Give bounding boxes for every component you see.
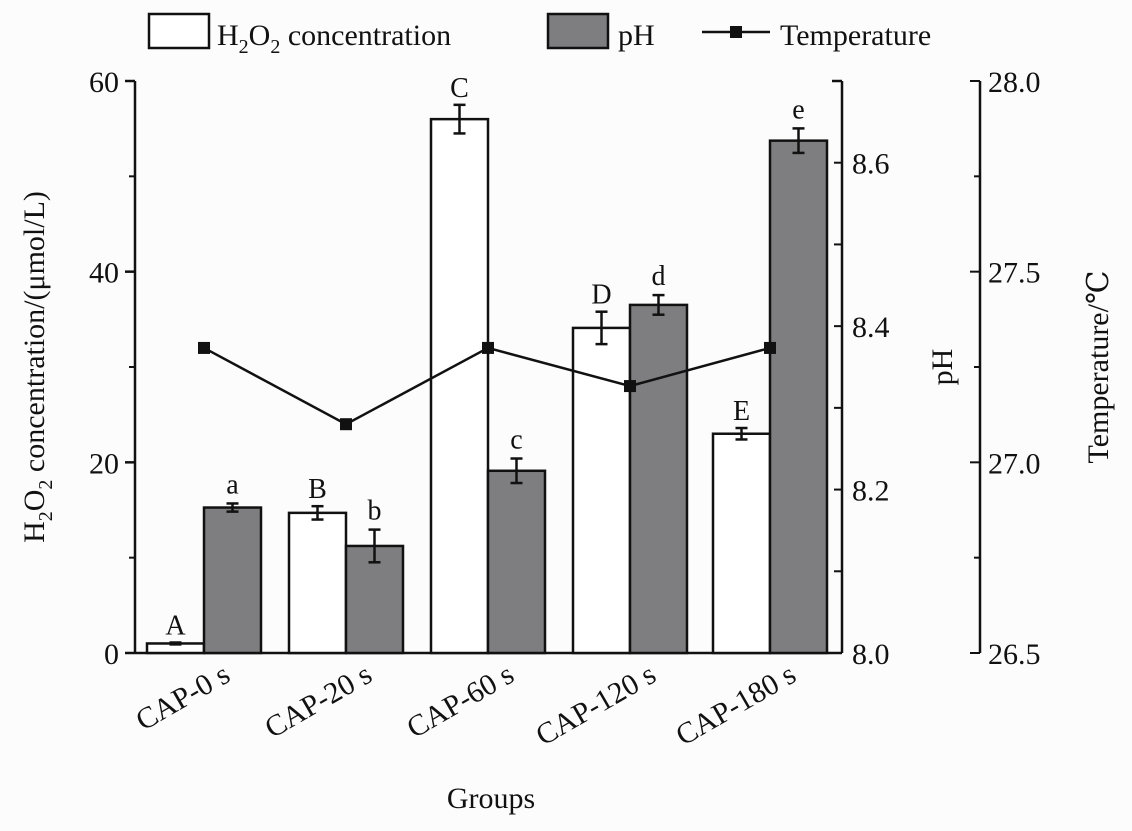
h2o2-bar [571, 326, 632, 655]
temperature-tick-label: 28.0 [988, 66, 1041, 99]
temperature-tick-label: 26.5 [988, 638, 1041, 671]
h2o2-bar [711, 432, 772, 655]
legend: H2O2 concentration pH Temperature [147, 12, 931, 58]
left-tick-label: 60 [89, 66, 119, 99]
x-axis-title: Groups [447, 782, 535, 815]
x-tick-label: CAP-180 s [670, 657, 801, 752]
x-tick-label: CAP-120 s [530, 657, 661, 752]
h2o2-significance-letter: E [733, 396, 750, 427]
legend-label-temperature: Temperature [780, 19, 931, 52]
h2o2-significance-letter: D [591, 280, 611, 311]
left-tick-label: 0 [104, 638, 119, 671]
h2o2-significance-letter: A [165, 611, 186, 642]
temperature-tick-label: 27.5 [988, 257, 1041, 290]
legend-swatch-ph [546, 12, 610, 50]
ph-significance-letter: e [792, 94, 804, 125]
temperature-marker [482, 341, 494, 354]
temperature-tick-label: 27.0 [988, 447, 1041, 480]
ph-tick-label: 8.0 [852, 638, 890, 671]
ph-bar [202, 506, 263, 655]
x-tick-label: CAP-20 s [259, 657, 377, 744]
bars: Aa CAP-0 s Bb CAP-20 s Cc CAP-60 s Dd CAP-120 s… [130, 73, 829, 752]
temperature-marker [764, 341, 776, 354]
temperature-marker [340, 418, 352, 431]
h2o2-bar [287, 511, 348, 655]
temperature-axis-title: Temperature/℃ [1082, 270, 1115, 463]
legend-label-ph: pH [618, 19, 655, 52]
ph-tick-label: 8.4 [852, 311, 890, 344]
ph-tick-label: 8.2 [852, 475, 890, 508]
left-tick-label: 40 [89, 257, 119, 290]
h2o2-bar [429, 117, 490, 655]
h2o2-significance-letter: C [450, 73, 469, 104]
ph-tick-label: 8.6 [852, 148, 890, 181]
ph-significance-letter: a [226, 469, 239, 500]
ph-axis-title: pH [926, 349, 959, 386]
ph-significance-letter: c [510, 425, 522, 456]
x-tick-label: CAP-60 s [401, 657, 519, 744]
ph-significance-letter: d [652, 261, 666, 292]
ph-significance-letter: b [368, 496, 382, 527]
legend-marker-temperature [730, 26, 742, 38]
ph-bar [486, 469, 547, 655]
legend-label-h2o2: H2O2 concentration [217, 19, 451, 58]
legend-swatch-h2o2 [147, 12, 211, 50]
x-tick-label: CAP-0 s [130, 657, 235, 737]
ph-bar [628, 303, 689, 655]
temperature-series [198, 341, 776, 431]
h2o2-significance-letter: B [308, 474, 327, 505]
left-axis-title: H2O2 concentration/(μmol/L) [18, 191, 57, 543]
left-tick-label: 20 [89, 447, 119, 480]
temperature-marker [198, 341, 210, 354]
ph-bar [768, 139, 829, 655]
temperature-marker [624, 380, 636, 393]
